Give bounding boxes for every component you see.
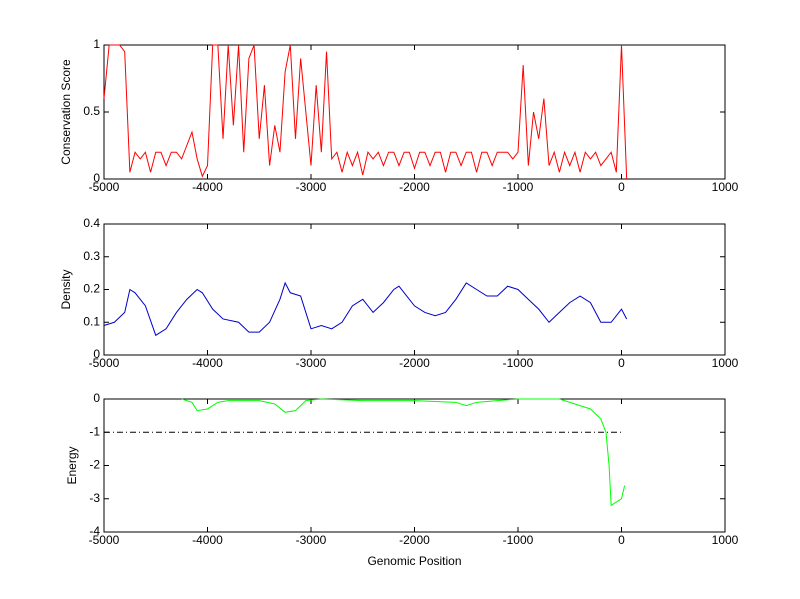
y-tick-label: 0.2 (83, 282, 100, 296)
x-tick-label: -1000 (503, 533, 534, 547)
x-tick-label: -2000 (399, 180, 430, 194)
x-tick-label: 0 (618, 533, 625, 547)
x-tick-label: -2000 (399, 533, 430, 547)
y-tick-label: 0.3 (83, 249, 100, 263)
y-tick-label: 0 (93, 171, 100, 185)
y-tick-label: 0.5 (83, 104, 100, 118)
data-line (103, 281, 628, 337)
x-tick-label: -4000 (192, 180, 223, 194)
axes-box (103, 398, 726, 533)
data-line (103, 44, 628, 180)
y-tick-label: -4 (89, 524, 100, 538)
x-tick-label: -5000 (89, 356, 120, 370)
y-tick-label: -2 (89, 458, 100, 472)
x-tick-label: -1000 (503, 356, 534, 370)
x-tick-label: -2000 (399, 356, 430, 370)
y-tick-label: 0.1 (83, 314, 100, 328)
x-tick-label: -5000 (89, 533, 120, 547)
y-tick-label: -3 (89, 491, 100, 505)
x-tick-label: 0 (618, 356, 625, 370)
x-tick-label: 1000 (712, 180, 739, 194)
y-tick-label: 1 (93, 37, 100, 51)
x-tick-label: -5000 (89, 180, 120, 194)
axes-box (103, 223, 726, 356)
x-tick-label: -1000 (503, 180, 534, 194)
x-tick-label: -4000 (192, 356, 223, 370)
data-line (181, 398, 626, 507)
x-tick-label: 1000 (712, 356, 739, 370)
y-axis-label: Density (59, 269, 73, 309)
x-tick-label: -3000 (296, 180, 327, 194)
x-tick-label: -4000 (192, 533, 223, 547)
x-tick-label: -3000 (296, 356, 327, 370)
y-axis-label: Conservation Score (59, 59, 73, 165)
x-tick-label: -3000 (296, 533, 327, 547)
y-tick-label: 0 (93, 347, 100, 361)
x-tick-label: 1000 (712, 533, 739, 547)
x-tick-label: 0 (618, 180, 625, 194)
x-axis-label: Genomic Position (367, 554, 461, 568)
y-axis-label: Energy (65, 446, 79, 484)
y-tick-label: 0.4 (83, 216, 100, 230)
y-tick-label: -1 (89, 424, 100, 438)
y-tick-label: 0 (93, 391, 100, 405)
